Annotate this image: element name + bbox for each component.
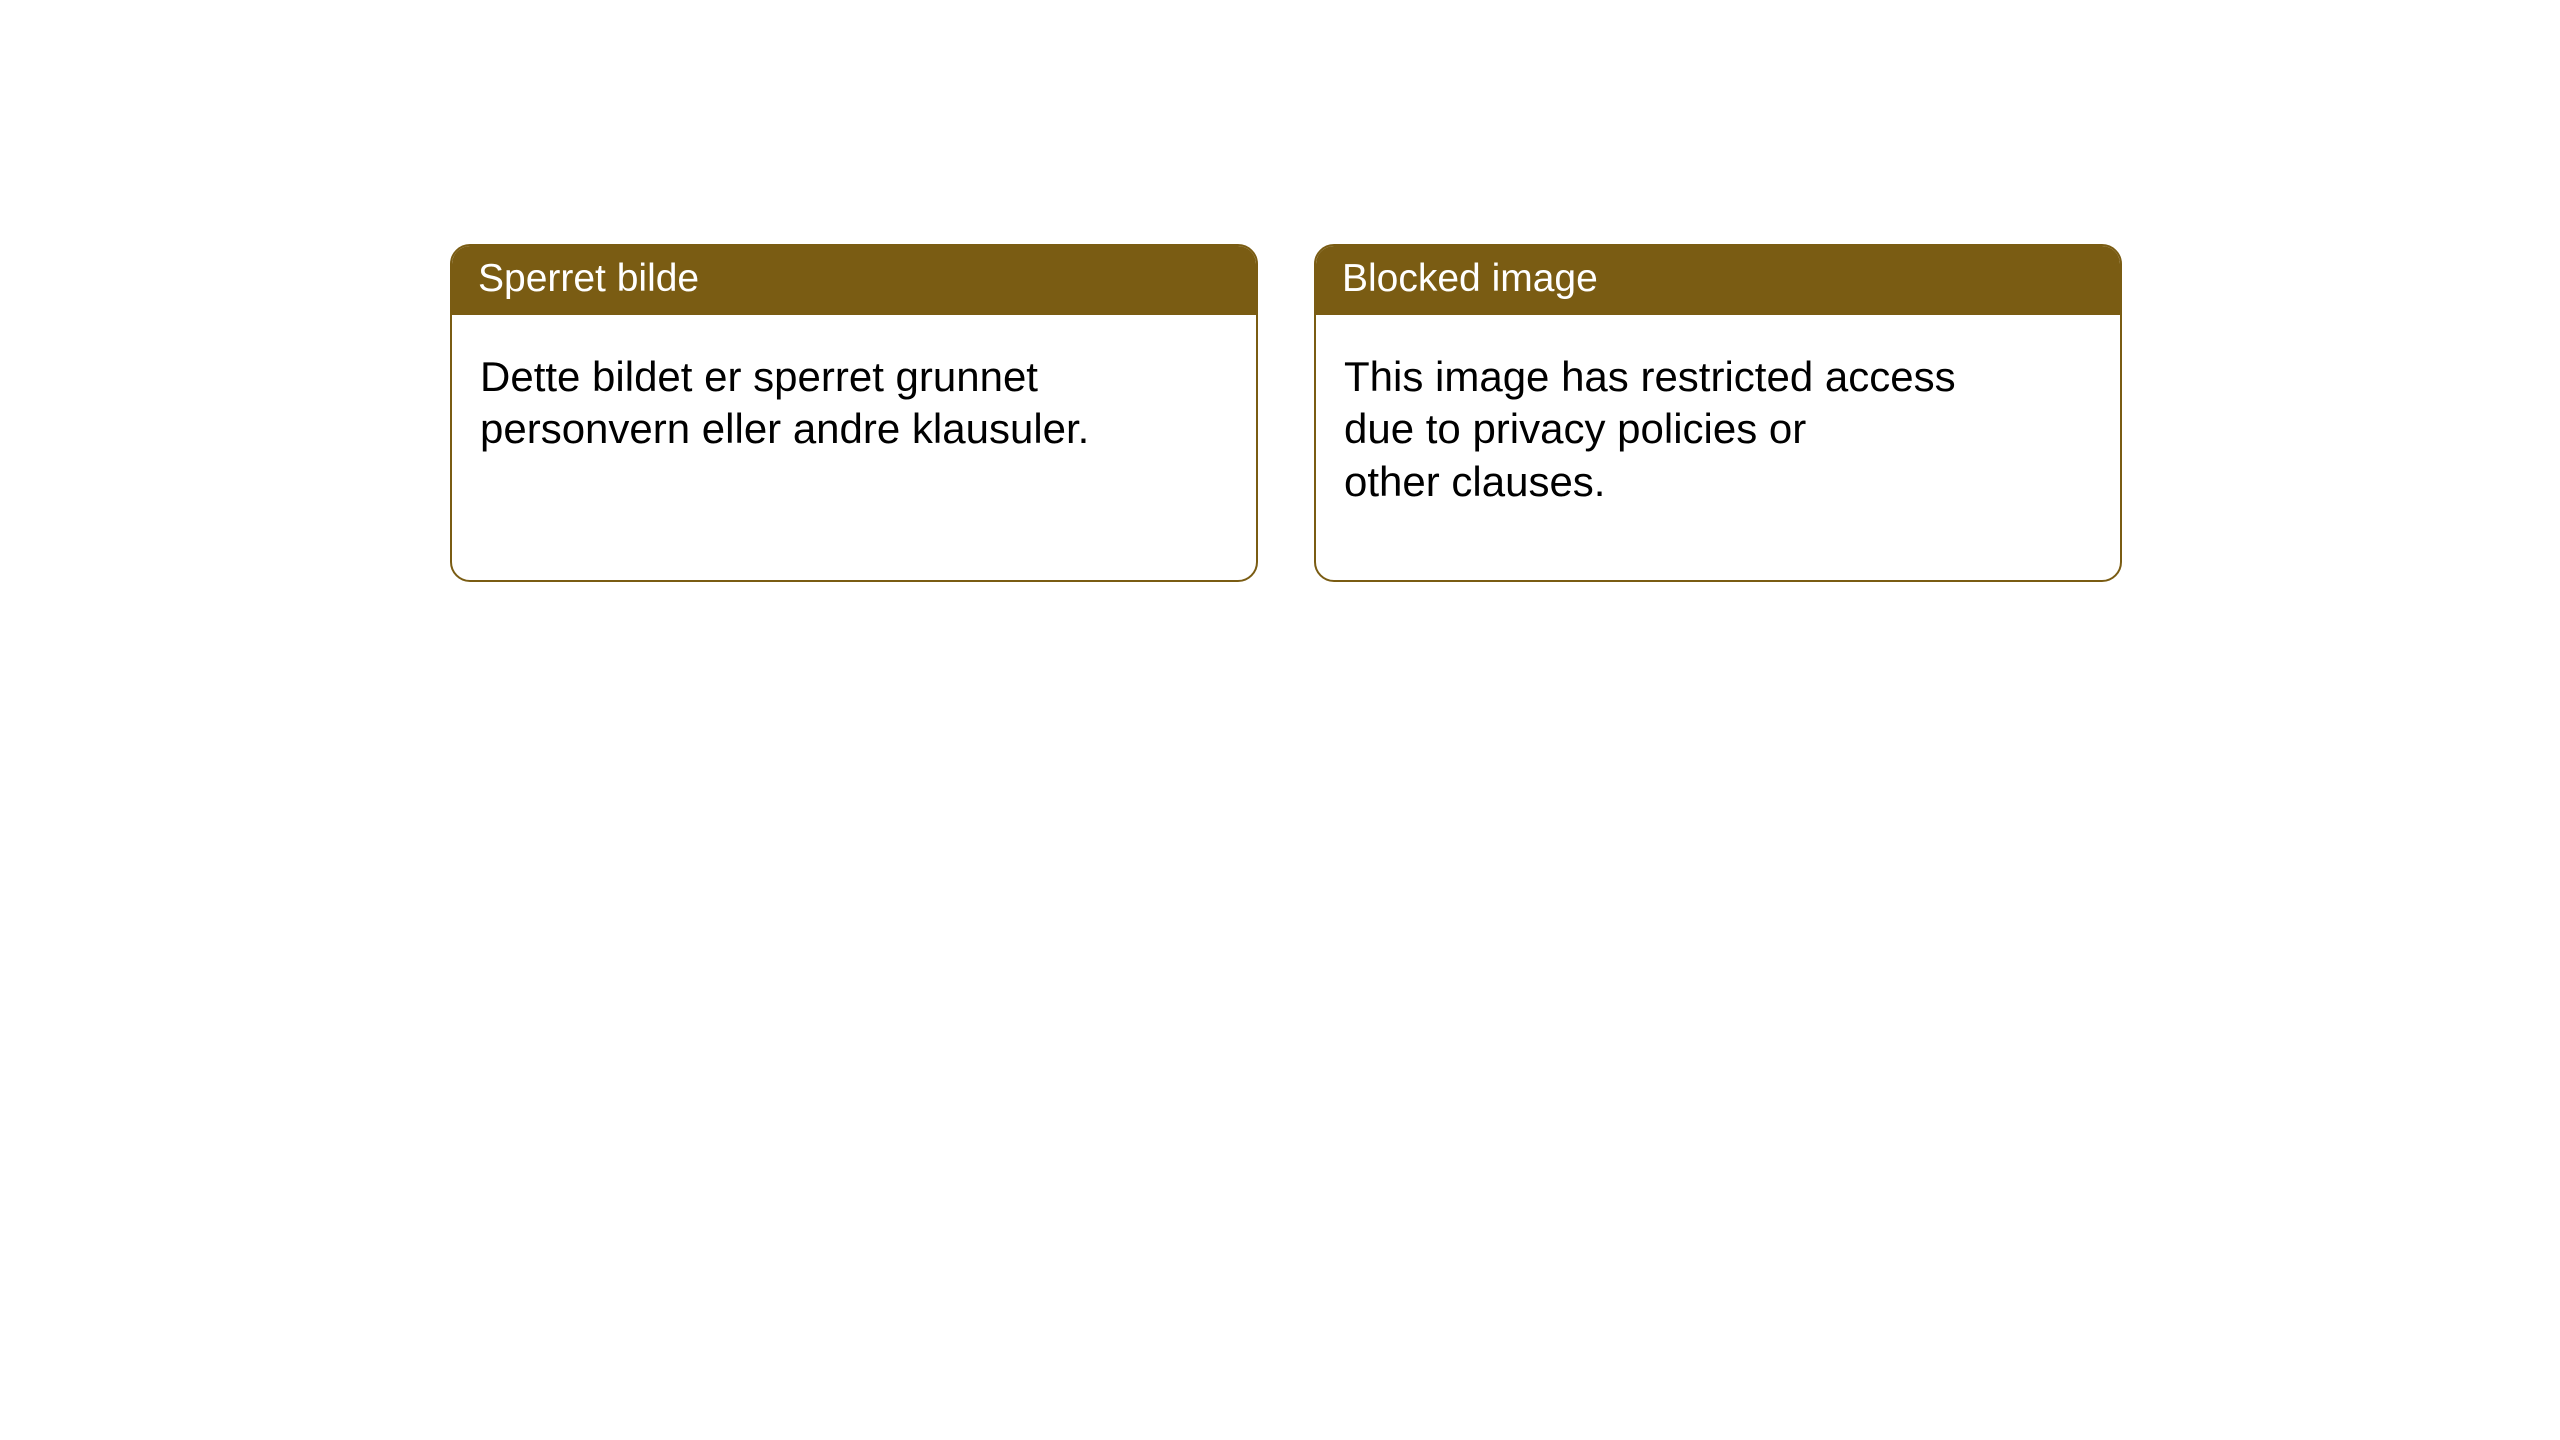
notice-title-english: Blocked image bbox=[1316, 246, 2120, 315]
notice-title-norwegian: Sperret bilde bbox=[452, 246, 1256, 315]
notice-body-english: This image has restricted access due to … bbox=[1316, 315, 2120, 537]
notice-card-english: Blocked image This image has restricted … bbox=[1314, 244, 2122, 582]
notice-container: Sperret bilde Dette bildet er sperret gr… bbox=[450, 244, 2122, 582]
notice-card-norwegian: Sperret bilde Dette bildet er sperret gr… bbox=[450, 244, 1258, 582]
notice-body-norwegian: Dette bildet er sperret grunnet personve… bbox=[452, 315, 1256, 484]
